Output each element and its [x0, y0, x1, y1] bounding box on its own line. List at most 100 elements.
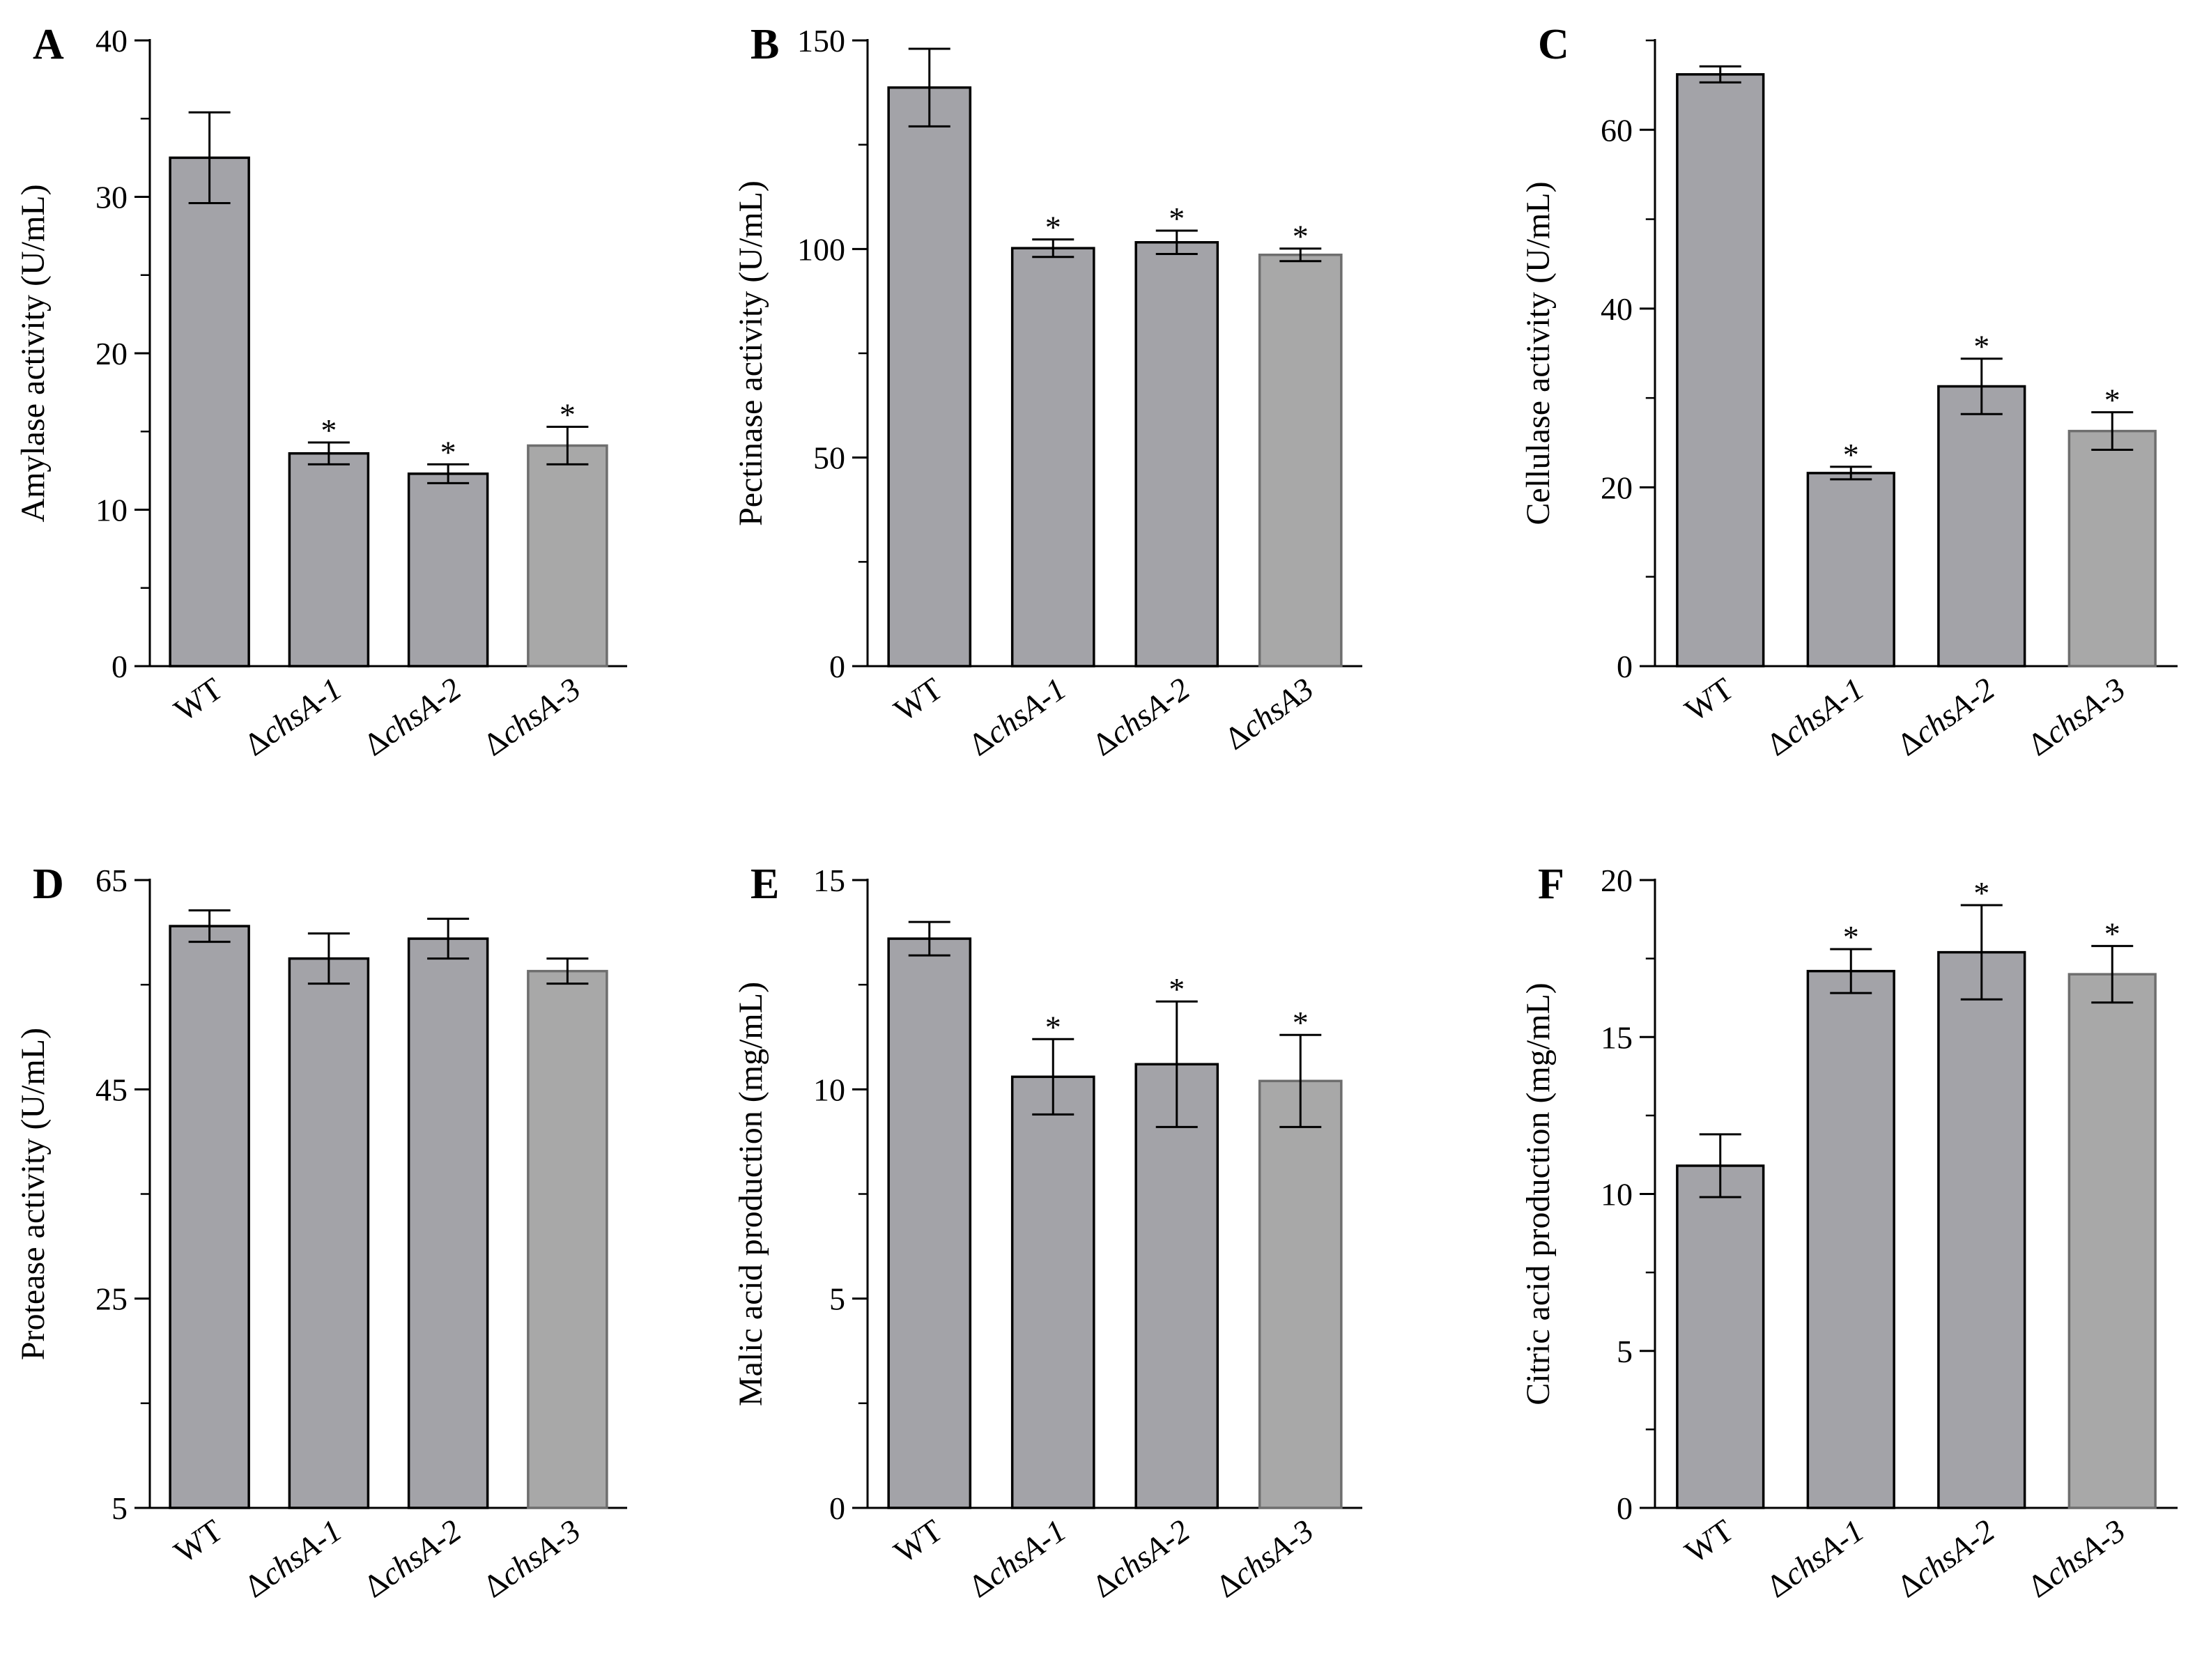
category-label: ΔchsA-2 [1890, 670, 2001, 762]
y-tick-label: 45 [95, 1072, 128, 1107]
significance-star: * [1973, 329, 1989, 364]
category-label: ΔchsA-3 [2021, 670, 2132, 762]
category-label: WT [1679, 1512, 1740, 1570]
bar-b-2 [1010, 247, 1095, 668]
bar-c-2 [1806, 472, 1895, 668]
category-label: ΔchsA-1 [238, 670, 348, 762]
y-tick-label: 10 [813, 1072, 845, 1107]
significance-star: * [1169, 971, 1185, 1007]
bar-d-3 [407, 937, 489, 1509]
y-tick-label: 65 [95, 863, 128, 898]
bar-e-2 [1010, 1075, 1095, 1509]
y-tick-label: 30 [95, 180, 128, 215]
y-axis-title: Malic acid production (mg/mL) [732, 982, 769, 1406]
y-tick-label: 20 [1601, 863, 1633, 898]
panel-letter: B [750, 21, 779, 68]
significance-star: * [321, 413, 337, 448]
category-label: WT [888, 670, 949, 728]
y-tick-label: 100 [797, 231, 845, 267]
y-tick-label: 0 [1617, 649, 1633, 684]
bar-a-3 [407, 472, 489, 668]
category-label: ΔchsA-3 [477, 670, 587, 762]
bar-d-4 [527, 969, 608, 1509]
panel-c: C 0 20 40 60 Cellulase activity (U/mL) WT * Δchs… [1520, 21, 2178, 762]
category-label: ΔchsA-2 [1086, 1512, 1196, 1604]
y-tick-label: 0 [111, 649, 128, 684]
category-label: ΔchsA-2 [357, 670, 468, 762]
y-axis-title: Cellulase activity (U/mL) [1520, 181, 1557, 525]
y-tick-label: 5 [111, 1490, 128, 1526]
panel-e: E 0 5 10 15 Malic acid production (mg/mL) WT * Δ… [732, 861, 1362, 1604]
y-tick-label: 10 [1601, 1177, 1633, 1212]
category-label: ΔchsA-1 [962, 1512, 1072, 1604]
significance-star: * [1843, 437, 1859, 472]
bar-c-3 [1937, 385, 2026, 668]
y-tick-label: 50 [813, 440, 845, 476]
panel-letter: E [750, 861, 779, 908]
bar-a-2 [288, 452, 370, 668]
bar-b-3 [1134, 241, 1219, 668]
significance-star: * [1973, 875, 1989, 911]
significance-star: * [1045, 210, 1061, 245]
bar-f-2 [1806, 969, 1895, 1509]
category-label: ΔchsA-1 [1760, 1512, 1870, 1604]
category-label: ΔchsA-3 [477, 1512, 587, 1604]
category-label: WT [168, 670, 229, 728]
y-tick-label: 60 [1601, 112, 1633, 148]
y-tick-label: 5 [829, 1281, 845, 1317]
category-label: WT [168, 1512, 229, 1570]
y-tick-label: 150 [797, 23, 845, 59]
y-axis-title: Pectinase activity (U/mL) [732, 180, 769, 526]
panel-letter: F [1538, 861, 1564, 908]
panel-letter: A [33, 21, 64, 68]
y-tick-label: 20 [1601, 470, 1633, 505]
y-axis-title: Amylase activity (U/mL) [15, 184, 52, 522]
category-label: ΔchsA-3 [1210, 1512, 1320, 1604]
category-label: ΔchsA-2 [1890, 1512, 2001, 1604]
category-label: ΔchsA-2 [357, 1512, 468, 1604]
y-tick-label: 40 [1601, 291, 1633, 327]
y-tick-label: 0 [829, 1490, 845, 1526]
bar-b-4 [1258, 253, 1343, 668]
category-label: WT [888, 1512, 949, 1570]
significance-star: * [440, 434, 456, 470]
panel-a: A 0 10 20 30 40 Amylase activity (U/mL) WT * Δchs… [15, 21, 627, 762]
bar-f-4 [2067, 973, 2157, 1509]
bar-c-4 [2067, 429, 2157, 668]
y-tick-label: 20 [95, 336, 128, 371]
significance-star: * [1293, 219, 1309, 254]
category-label: ΔchsA3 [1218, 670, 1320, 756]
significance-star: * [2104, 916, 2120, 952]
y-tick-label: 40 [95, 23, 128, 59]
category-label: ΔchsA-1 [962, 670, 1072, 762]
category-label: WT [1679, 670, 1740, 728]
category-label: ΔchsA-1 [1760, 670, 1870, 762]
y-tick-label: 25 [95, 1281, 128, 1317]
significance-star: * [560, 397, 576, 433]
y-tick-label: 10 [95, 493, 128, 528]
significance-star: * [1045, 1009, 1061, 1045]
panel-letter: C [1538, 21, 1569, 68]
bar-f-1 [1676, 1164, 1765, 1509]
y-tick-label: 0 [1617, 1490, 1633, 1526]
y-tick-label: 15 [813, 863, 845, 898]
panel-f: F 0 5 10 15 20 Citric acid production (mg/mL) W… [1520, 861, 2178, 1604]
bar-e-4 [1258, 1079, 1343, 1509]
panel-b: B 0 50 100 150 Pectinase activity (U/mL) WT * Δc… [732, 21, 1362, 762]
bar-b-1 [887, 86, 972, 668]
y-tick-label: 0 [829, 649, 845, 684]
significance-star: * [2104, 383, 2120, 418]
bar-f-3 [1937, 950, 2026, 1509]
bar-c-1 [1676, 72, 1765, 668]
category-label: ΔchsA-2 [1086, 670, 1196, 762]
significance-star: * [1169, 201, 1185, 236]
y-axis-title: Citric acid production (mg/mL) [1520, 982, 1557, 1405]
bar-e-1 [887, 937, 972, 1509]
bar-d-2 [288, 957, 370, 1509]
bar-a-1 [169, 156, 250, 668]
category-label: ΔchsA-3 [2021, 1512, 2132, 1604]
y-tick-label: 15 [1601, 1019, 1633, 1055]
bar-d-1 [169, 925, 250, 1509]
significance-star: * [1293, 1005, 1309, 1040]
